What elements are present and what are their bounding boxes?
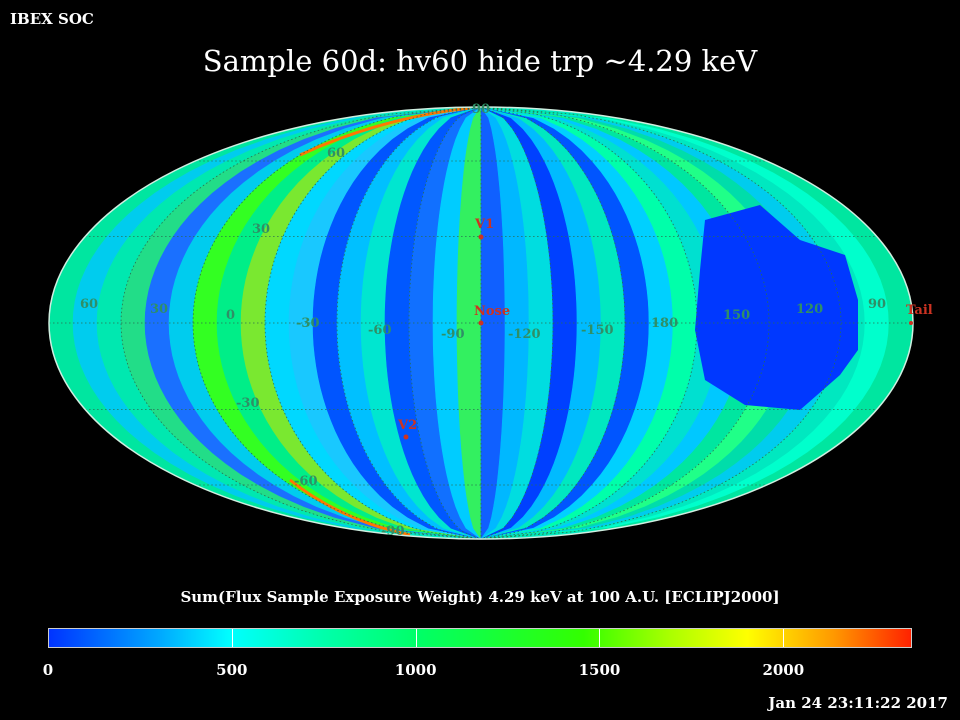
lon-label-neg150: -150 (581, 323, 614, 338)
marker-nose (478, 320, 484, 326)
high-flux-ribbon (289, 478, 411, 537)
graticule (49, 107, 913, 539)
lat-label-30: 30 (252, 222, 270, 237)
marker-label-v1: V1 (474, 217, 494, 232)
colorbar-tick (231, 629, 233, 647)
lon-label-0: 0 (226, 308, 235, 323)
meridian-line (480, 107, 842, 539)
colorbar-tick-label: 0 (42, 661, 54, 679)
lon-label-30: 30 (150, 302, 168, 317)
meridian-line (264, 107, 482, 539)
lat-label-60: 60 (327, 146, 345, 161)
colorbar-tick-label: 1500 (578, 661, 621, 679)
lat-label-90: 90 (472, 102, 490, 117)
colorbar-tick (599, 629, 601, 647)
colorbar-tick (783, 629, 785, 647)
lon-label-60: 60 (80, 297, 98, 312)
colorbar (48, 628, 912, 648)
colorbar-tick-label: 1000 (394, 661, 437, 679)
lon-label-120: 120 (796, 302, 823, 317)
high-flux-ribbon (299, 107, 471, 157)
lat-label-neg30: -30 (236, 396, 260, 411)
lon-label-neg30: -30 (296, 316, 320, 331)
meridian-line (120, 107, 482, 539)
lon-label-90: 90 (868, 297, 886, 312)
colorbar-tick-label: 500 (216, 661, 248, 679)
lon-label-neg90: -90 (441, 327, 465, 342)
colorbar-title: Sum(Flux Sample Exposure Weight) 4.29 ke… (180, 588, 780, 606)
lon-label-150: 150 (723, 308, 750, 323)
colorbar-tick-label: 2000 (762, 661, 805, 679)
marker-v2 (403, 434, 409, 440)
lat-label-neg90: -90 (381, 524, 405, 539)
lon-label-180: 180 (651, 316, 678, 331)
organization-label: IBEX SOC (10, 10, 94, 28)
map-title: Sample 60d: hv60 hide trp ~4.29 keV (202, 44, 758, 78)
low-flux-region (695, 205, 858, 410)
marker-v1 (478, 234, 484, 240)
meridian-line (480, 107, 698, 539)
lon-label-neg120: -120 (508, 327, 541, 342)
marker-label-nose: Nose (474, 304, 510, 319)
timestamp: Jan 24 23:11:22 2017 (768, 694, 948, 712)
lon-label-neg60: -60 (368, 323, 392, 338)
lat-label-neg60: -60 (294, 474, 318, 489)
marker-tail (909, 321, 913, 325)
colorbar-tick (415, 629, 417, 647)
meridian-line (192, 107, 482, 539)
marker-label-v2: V2 (397, 418, 417, 433)
meridian-line (480, 107, 770, 539)
marker-label-tail: Tail (906, 303, 933, 318)
